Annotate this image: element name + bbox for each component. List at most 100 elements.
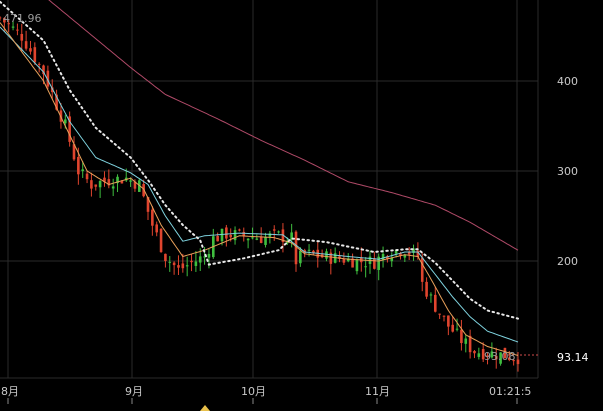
candle-body: [68, 116, 71, 142]
candle-body: [207, 253, 211, 258]
candle-body: [107, 179, 111, 186]
candle-body: [50, 87, 54, 93]
candle-body: [98, 181, 102, 188]
ma-long-line: [48, 0, 519, 251]
candle-body: [103, 177, 106, 182]
x-tick-marks: [7, 398, 518, 404]
candle-body: [507, 357, 511, 360]
candle-body: [181, 263, 185, 269]
candle-body: [233, 230, 237, 241]
candle-body: [33, 47, 37, 63]
candle-body: [133, 181, 137, 189]
ma-dotted-line: [0, 0, 519, 320]
candle-body: [85, 173, 89, 180]
candle-body: [111, 186, 115, 189]
candle-body: [477, 353, 481, 357]
candle-body: [216, 235, 219, 242]
candle-body: [447, 315, 450, 327]
candle-body: [0, 17, 2, 19]
candle-body: [220, 228, 224, 242]
candle-body: [412, 248, 415, 253]
candle-body: [77, 156, 80, 175]
candle-body: [307, 249, 311, 251]
candle-body: [42, 65, 45, 75]
grid: [0, 0, 539, 379]
candle-body: [503, 347, 507, 359]
candle-body: [277, 231, 280, 233]
candle-body: [438, 313, 441, 315]
candle-body: [242, 231, 246, 237]
candle-body: [351, 258, 354, 268]
candle-body: [7, 23, 11, 25]
ma-mid-line: [0, 26, 519, 343]
x-tick-sep: 9月: [125, 385, 143, 398]
candle-body: [29, 48, 32, 52]
candle-body: [403, 254, 407, 258]
candle-body: [63, 119, 67, 124]
candle-body: [281, 229, 285, 242]
candle-body: [137, 180, 141, 192]
candle-body: [464, 338, 468, 344]
candle-body: [355, 259, 359, 272]
candle-body: [203, 256, 206, 258]
x-tick-aug: 8月: [1, 385, 19, 398]
candle-body: [516, 359, 520, 365]
candle-body: [11, 26, 15, 28]
y-tick-200: 200: [557, 255, 578, 268]
candle-body: [486, 355, 489, 357]
candle-body: [346, 258, 350, 262]
candle-body: [155, 224, 159, 233]
candle-body: [342, 258, 346, 263]
candle-body: [512, 360, 515, 362]
candle-body: [264, 236, 267, 245]
candle-body: [172, 262, 176, 266]
candle-body: [451, 324, 455, 332]
y-tick-300: 300: [557, 165, 578, 178]
candle-body: [251, 237, 254, 239]
candle-body: [151, 209, 154, 226]
candle-body: [81, 169, 85, 172]
candle-body: [481, 349, 485, 360]
candle-body: [168, 261, 172, 263]
candle-body: [116, 176, 119, 184]
candle-body: [24, 41, 28, 49]
candle-body: [3, 18, 6, 23]
candle-body: [312, 250, 315, 254]
candle-body: [468, 335, 472, 353]
candle-body: [433, 294, 437, 312]
candle-body: [429, 294, 433, 296]
candles: [0, 16, 520, 372]
candle-body: [194, 261, 198, 266]
candle-body: [373, 258, 376, 269]
candle-body: [299, 250, 302, 264]
candle-body: [494, 355, 498, 360]
candle-body: [325, 251, 328, 259]
candle-body: [455, 328, 459, 330]
candle-body: [20, 33, 24, 41]
candle-body: [37, 63, 41, 65]
candle-body: [246, 238, 250, 241]
last-price-label: 93.14: [557, 351, 589, 364]
candle-body: [272, 229, 276, 231]
candle-body: [198, 256, 202, 263]
low-readout: 93.08: [484, 350, 516, 363]
candle-body: [460, 329, 463, 344]
candle-body: [394, 250, 398, 254]
candle-body: [238, 229, 241, 231]
candle-body: [229, 234, 233, 238]
candle-body: [381, 253, 385, 260]
candle-body: [386, 256, 389, 260]
candle-body: [185, 265, 189, 267]
candle-body: [329, 252, 333, 264]
candle-body: [390, 257, 394, 262]
crosshair-marker: [200, 405, 210, 411]
candle-body: [94, 184, 98, 187]
candle-body: [90, 180, 93, 189]
candle-body: [255, 238, 259, 240]
candle-body: [407, 252, 411, 255]
x-tick-nov: 11月: [365, 385, 390, 398]
candle-body: [159, 228, 163, 253]
ma-short-line: [0, 22, 519, 356]
candle-body: [190, 260, 193, 263]
candle-body: [259, 236, 263, 243]
